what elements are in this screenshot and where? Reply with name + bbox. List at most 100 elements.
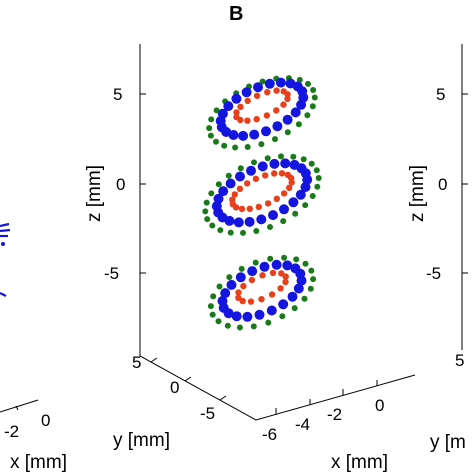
y-tick-label: 5 bbox=[132, 353, 141, 372]
scatter-point bbox=[268, 210, 278, 221]
x-tick-label: -4 bbox=[295, 415, 310, 434]
scatter-point bbox=[267, 255, 274, 262]
scatter-point bbox=[282, 114, 293, 125]
scatter-point bbox=[269, 158, 280, 169]
left-blue-marks bbox=[0, 222, 11, 297]
scatter-point bbox=[308, 160, 315, 167]
scatter-points bbox=[202, 75, 322, 331]
scatter-point bbox=[204, 216, 211, 223]
scatter-point bbox=[251, 159, 257, 166]
scatter-point bbox=[238, 265, 245, 272]
panel-b-axes-frame bbox=[139, 44, 416, 421]
scatter-point bbox=[295, 189, 306, 200]
scatter-point bbox=[213, 107, 220, 114]
scatter-point bbox=[302, 260, 309, 267]
scatter-point bbox=[284, 171, 292, 179]
left-blue-mark bbox=[0, 228, 11, 233]
scatter-point bbox=[273, 87, 280, 94]
scatter-point bbox=[231, 191, 238, 198]
scatter-point bbox=[231, 93, 242, 104]
scatter-point bbox=[304, 112, 311, 119]
scatter-point bbox=[314, 183, 321, 190]
scatter-point bbox=[282, 260, 293, 271]
z-tick-label: -5 bbox=[104, 264, 119, 283]
scatter-point bbox=[293, 256, 300, 263]
scatter-point bbox=[213, 138, 219, 145]
scatter-point bbox=[310, 87, 317, 93]
scatter-point bbox=[281, 254, 288, 261]
scatter-point bbox=[246, 205, 253, 212]
scatter-point bbox=[215, 181, 222, 188]
scatter-point bbox=[253, 92, 261, 100]
scatter-point bbox=[259, 272, 266, 279]
scatter-point bbox=[293, 283, 304, 294]
y-axis-label: y [mm] bbox=[113, 430, 170, 451]
scatter-point bbox=[217, 227, 224, 234]
scatter-point bbox=[248, 276, 256, 284]
scatter-point bbox=[252, 259, 259, 266]
y-tick-mark bbox=[219, 395, 227, 401]
scatter-point bbox=[301, 295, 308, 302]
x-tick-label: -6 bbox=[262, 425, 277, 444]
scatter-point bbox=[241, 87, 252, 98]
right-z-axis-label: z [mm] bbox=[407, 165, 428, 222]
scatter-point bbox=[263, 112, 271, 119]
scatter-point bbox=[233, 109, 240, 116]
scatter-point bbox=[272, 136, 278, 143]
scatter-point bbox=[280, 158, 291, 169]
scatter-point bbox=[302, 202, 309, 209]
scatter-point bbox=[249, 129, 260, 140]
scatter-point bbox=[244, 180, 251, 187]
scatter-point bbox=[258, 141, 265, 148]
scatter-point bbox=[300, 156, 307, 163]
scatter-point bbox=[278, 299, 289, 310]
scatter-point bbox=[216, 283, 223, 290]
scatter-point bbox=[244, 216, 255, 227]
left-x-tick-label: 0 bbox=[41, 411, 50, 430]
scatter-point bbox=[253, 228, 260, 234]
scatter-point bbox=[226, 274, 233, 281]
left-x-tick-label: -2 bbox=[4, 422, 19, 441]
scatter-point bbox=[202, 208, 209, 215]
scatter-point bbox=[225, 172, 232, 179]
scatter-point bbox=[220, 288, 231, 299]
y-tick-label: -5 bbox=[200, 404, 215, 423]
scatter-point bbox=[221, 142, 228, 149]
scatter-point bbox=[280, 218, 287, 225]
scatter-point bbox=[256, 214, 267, 225]
scatter-point bbox=[282, 278, 289, 286]
scatter-point bbox=[296, 275, 307, 286]
scatter-point bbox=[275, 77, 286, 88]
left-panel: -2 0 x [mm] bbox=[0, 222, 67, 473]
left-x-axis-line bbox=[0, 399, 39, 413]
left-blue-mark bbox=[0, 292, 7, 297]
scatter-point bbox=[279, 313, 286, 320]
scatter-point bbox=[309, 193, 316, 199]
scatter-point bbox=[250, 323, 257, 330]
scatter-point bbox=[291, 305, 298, 312]
right-panel: 5 0 -5 z [mm] 5 y [m bbox=[407, 44, 468, 453]
scatter-point bbox=[208, 116, 215, 123]
scatter-point bbox=[290, 107, 301, 118]
scatter-point bbox=[215, 318, 222, 325]
scatter-point bbox=[288, 197, 299, 208]
panel-b: B 5 0 -5 z [mm] 5 0 -5 y [mm] -6 -4 -2 0… bbox=[84, 3, 416, 473]
scatter-point bbox=[236, 185, 244, 192]
x-tick-label: 0 bbox=[375, 396, 384, 415]
scatter-point bbox=[233, 217, 244, 228]
panel-b-title: B bbox=[229, 3, 243, 25]
scatter-point bbox=[271, 170, 278, 177]
scatter-point bbox=[279, 204, 289, 215]
scatter-point bbox=[223, 101, 234, 112]
scatter-point bbox=[266, 305, 277, 316]
scatter-point bbox=[218, 186, 229, 197]
scatter-point bbox=[273, 107, 280, 114]
x-tick-label: -2 bbox=[327, 405, 342, 424]
right-z-tick-label: -5 bbox=[426, 264, 441, 283]
scatter-point bbox=[278, 170, 286, 177]
scatter-point bbox=[207, 303, 214, 310]
scatter-point bbox=[217, 296, 228, 306]
left-blue-dot bbox=[1, 242, 5, 246]
z-tick-label: 5 bbox=[113, 85, 122, 104]
